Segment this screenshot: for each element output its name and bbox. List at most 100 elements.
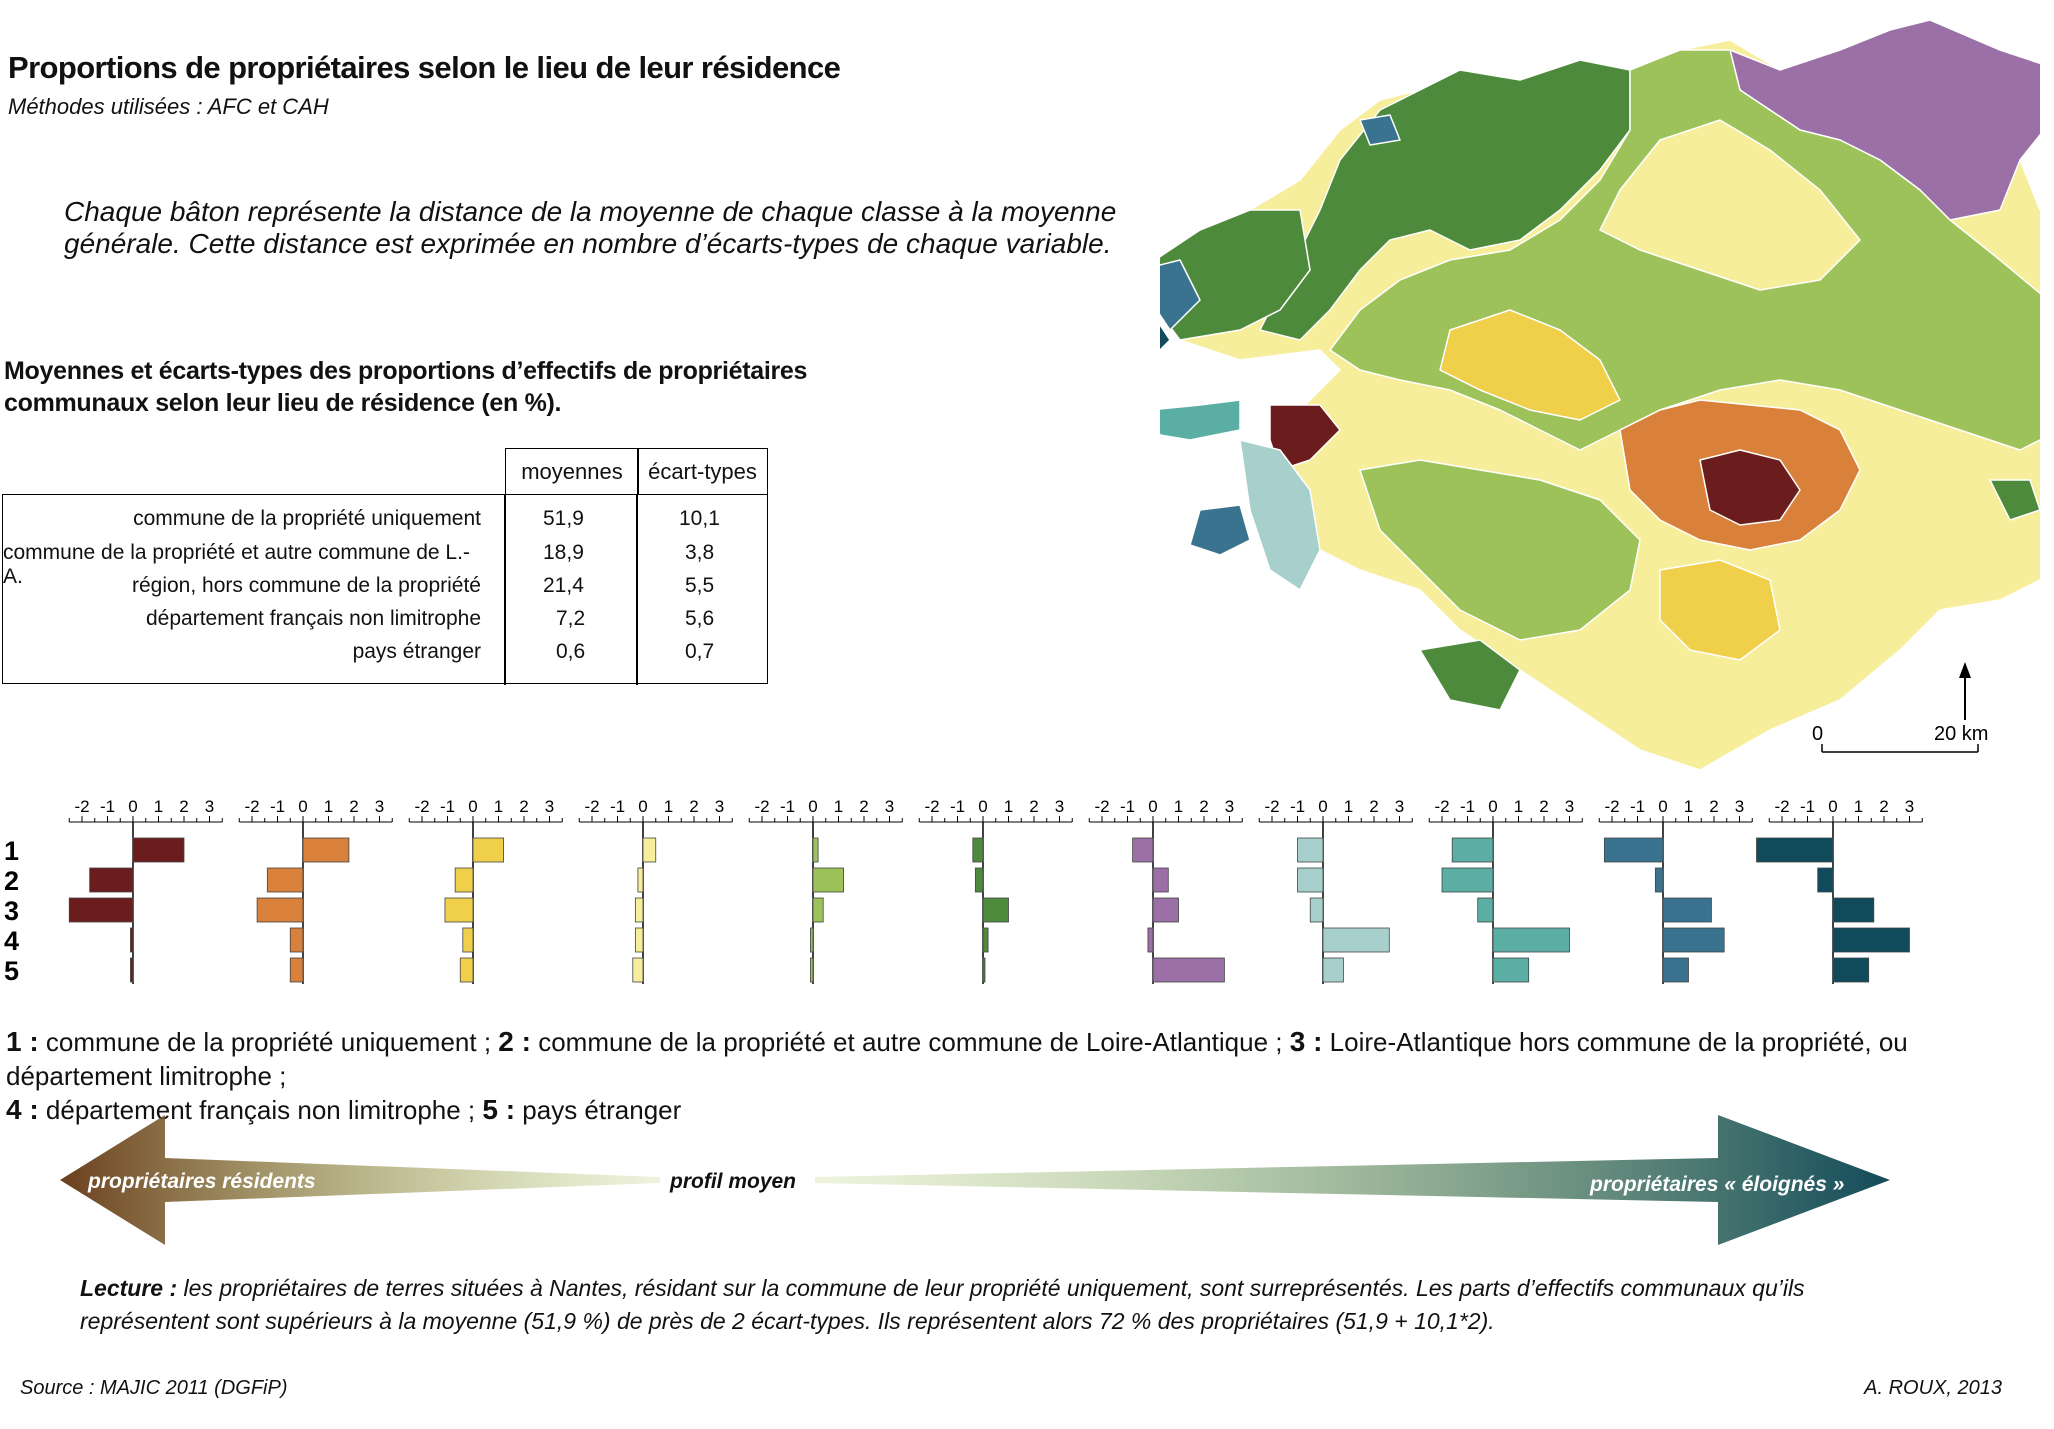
bar-class-1-row-3 (68, 897, 134, 923)
tick-label: 1 (1684, 797, 1693, 816)
bar-class-11-row-5 (1832, 957, 1870, 983)
gradient-arrow: propriétaires résidents propriétaires « … (60, 1115, 1890, 1245)
map-zone (1599, 119, 1861, 291)
tick-label: 3 (1565, 797, 1574, 816)
bar-class-2-row-3 (256, 897, 304, 923)
row-label: région, hors commune de la propriété (131, 574, 481, 597)
bar-class-5-row-1 (812, 837, 819, 863)
header-means: moyennes (505, 448, 639, 494)
tick-label: 3 (1905, 797, 1914, 816)
tick-label: -2 (414, 797, 429, 816)
row-mean: 21,4 (543, 574, 584, 597)
tick-label: 1 (1854, 797, 1863, 816)
bar-class-3-row-1 (472, 837, 505, 863)
bar-class-1-row-5 (130, 957, 134, 983)
legend-item: Loire-Atlantique hors commune de la prop… (6, 1027, 1908, 1091)
legend-number: 3 : (1289, 1026, 1323, 1057)
tick-label: 0 (1148, 797, 1157, 816)
tick-label: 3 (715, 797, 724, 816)
tick-label: 2 (1539, 797, 1548, 816)
map-zone (1699, 449, 1801, 526)
legend-item: commune de la propriété uniquement ; (38, 1027, 492, 1057)
legend-line: 4 : département français non limitrophe … (6, 1093, 2054, 1127)
bar-class-9-row-1 (1451, 837, 1494, 863)
bar-class-4-row-4 (634, 927, 644, 953)
bar-class-10-row-5 (1662, 957, 1689, 983)
tick-label: -1 (780, 797, 795, 816)
row-sd: 3,8 (685, 541, 715, 564)
label-average-profile: profil moyen (670, 1170, 797, 1193)
tick-label: 2 (689, 797, 698, 816)
bar-class-8-row-1 (1297, 837, 1324, 863)
tick-label: 2 (1879, 797, 1888, 816)
bar-class-3-row-4 (462, 927, 474, 953)
row-label-4: 4 (4, 926, 19, 956)
tick-label: -1 (1800, 797, 1815, 816)
tick-label: 3 (1225, 797, 1234, 816)
table-body: commune de la propriété uniquement 51,9 … (2, 494, 768, 685)
tick-label: -1 (1630, 797, 1645, 816)
row-mean: 51,9 (543, 507, 584, 530)
table-title-line: communaux selon leur lieu de résidence (… (4, 389, 562, 417)
row-label-3: 3 (4, 896, 19, 926)
table-title: Moyennes et écarts-types des proportions… (4, 355, 807, 419)
row-label: département français non limitrophe (145, 607, 481, 630)
row-sd: 0,7 (685, 640, 715, 663)
map-zone (1419, 639, 1521, 711)
row-label: commune de la propriété uniquement (133, 507, 481, 530)
bar-class-1-row-1 (132, 837, 185, 863)
label-distant-owners: propriétaires « éloignés » (1589, 1173, 1844, 1196)
row-label: pays étranger (352, 640, 481, 663)
bar-class-6-row-3 (982, 897, 1009, 923)
bar-class-4-row-3 (634, 897, 644, 923)
bar-class-2-row-1 (302, 837, 350, 863)
bar-class-9-row-2 (1441, 867, 1494, 893)
bar-class-9-row-5 (1492, 957, 1530, 983)
bar-class-6-row-4 (982, 927, 989, 953)
header-sd: écart-types (637, 448, 768, 494)
map-zone (1259, 59, 1631, 341)
legend-item: pays étranger (515, 1095, 682, 1125)
bar-class-2-row-4 (289, 927, 304, 953)
tick-label: 0 (298, 797, 307, 816)
tick-label: -2 (1094, 797, 1109, 816)
tick-label: -1 (270, 797, 285, 816)
tick-label: -2 (754, 797, 769, 816)
tick-label: 3 (885, 797, 894, 816)
bar-class-4-row-5 (632, 957, 644, 983)
tick-label: -1 (1460, 797, 1475, 816)
tick-label: 1 (1514, 797, 1523, 816)
bar-class-8-row-5 (1322, 957, 1344, 983)
bar-class-7-row-3 (1152, 897, 1179, 923)
bar-class-9-row-3 (1477, 897, 1494, 923)
bar-class-10-row-2 (1654, 867, 1664, 893)
tick-label: 1 (324, 797, 333, 816)
north-arrow (1959, 662, 1971, 720)
class-legend: 1 : commune de la propriété uniquement ;… (6, 1025, 2054, 1127)
bar-class-8-row-4 (1322, 927, 1390, 953)
bar-class-5-row-2 (812, 867, 845, 893)
map-zone (1160, 209, 1311, 341)
bar-class-5-row-4 (810, 927, 814, 953)
map-zone (1160, 323, 1171, 352)
bar-class-5-row-3 (812, 897, 824, 923)
map-zone (1989, 479, 2040, 521)
tick-label: 0 (1658, 797, 1667, 816)
bar-class-9-row-4 (1492, 927, 1570, 953)
tick-label: -2 (1604, 797, 1619, 816)
tick-label: 0 (1318, 797, 1327, 816)
author-credit: A. ROUX, 2013 (1864, 1377, 2002, 1399)
legend-item: département français non limitrophe ; (38, 1095, 476, 1125)
tick-label: -2 (244, 797, 259, 816)
bar-class-6-row-5 (982, 957, 986, 983)
legend-number: 1 : (6, 1026, 39, 1057)
row-sd: 5,6 (685, 607, 715, 630)
page-subtitle: Méthodes utilisées : AFC et CAH (8, 94, 329, 119)
tick-label: 0 (978, 797, 987, 816)
table-title-line: Moyennes et écarts-types des proportions… (4, 357, 808, 385)
tick-label: -2 (1264, 797, 1279, 816)
legend-number: 5 : (482, 1094, 516, 1125)
reading-text: les propriétaires de terres situées à Na… (177, 1275, 1805, 1301)
row-mean: 18,9 (543, 541, 584, 564)
row-sd: 5,5 (685, 574, 715, 597)
